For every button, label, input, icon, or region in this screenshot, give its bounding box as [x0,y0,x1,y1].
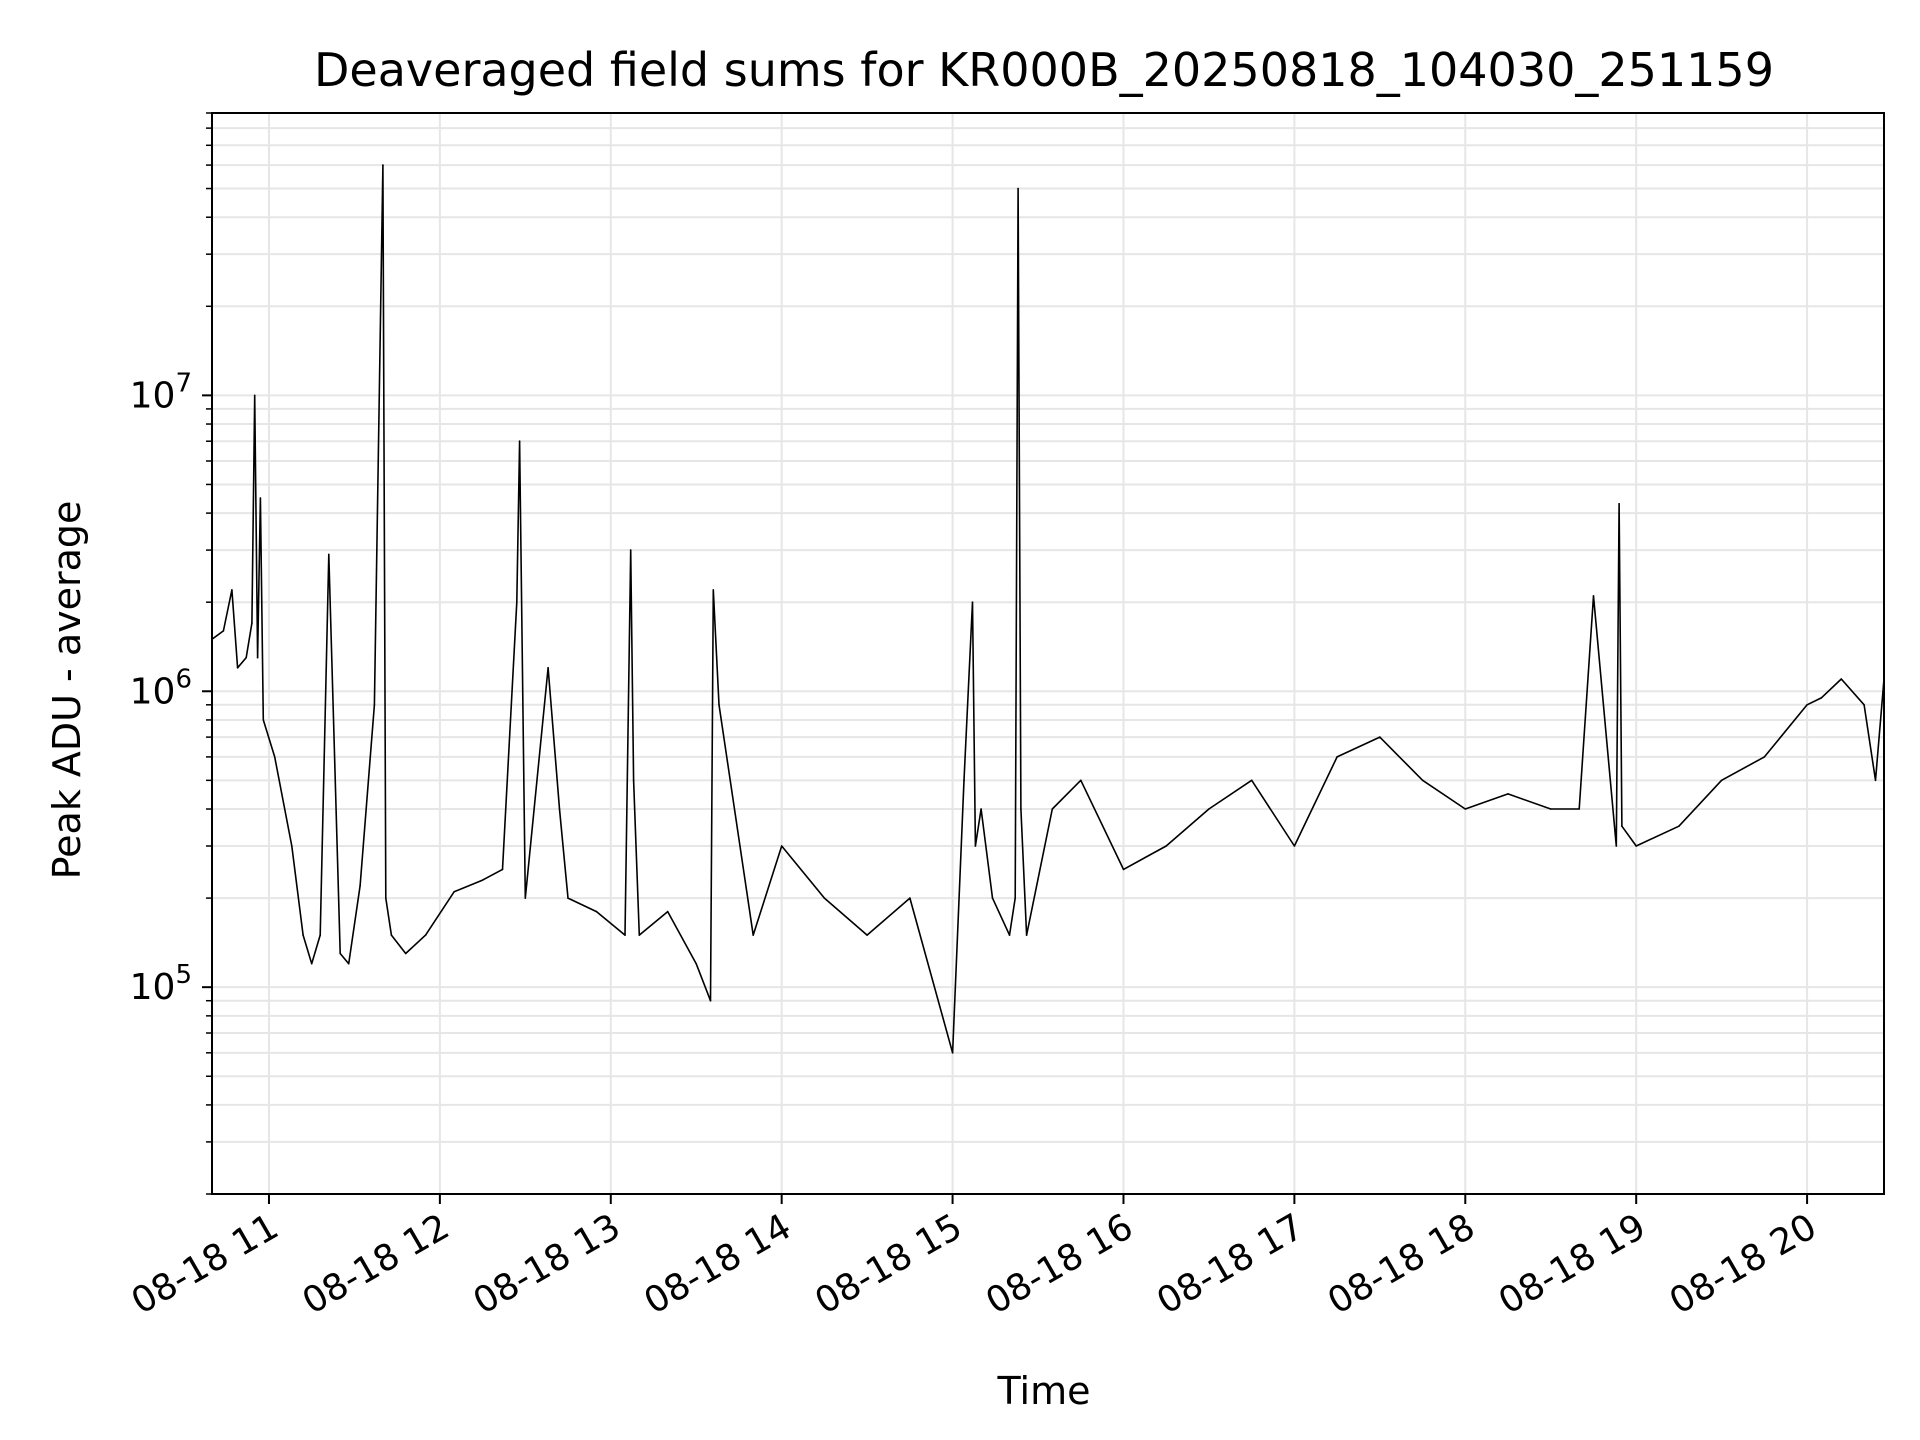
x-axis-label: Time [997,1369,1091,1413]
data-point [695,962,697,965]
data-point [236,667,239,669]
data-point [302,934,304,936]
data-point [359,885,361,887]
data-point [390,934,393,936]
data-point [231,589,233,591]
data-point [974,845,977,847]
data-point [319,934,322,936]
data-point [1549,808,1552,810]
series-layer [211,164,1885,1054]
data-point [1678,825,1680,827]
data-point [1720,779,1723,782]
data-point [347,962,350,965]
data-point [1421,779,1424,782]
data-point [1051,808,1054,810]
data-point [373,704,376,706]
data-point [1820,697,1823,699]
data-point [328,553,330,556]
data-point [1464,808,1467,810]
data-point [1507,793,1509,795]
data-point [1017,187,1019,190]
series-line-0 [211,164,1885,1054]
data-point [980,808,982,810]
major-gridlines [212,113,1884,1194]
data-point [1250,779,1253,782]
chart-title: Deaveraged field sums for KR000B_2025081… [314,43,1774,97]
data-point [424,934,427,936]
data-point [339,952,342,955]
y-tick-label: 105 [130,960,192,1008]
data-point [245,656,247,659]
data-point [253,394,256,397]
data-point [1020,808,1022,810]
data-point [1840,678,1843,680]
data-point [481,879,484,881]
data-point [1014,897,1016,899]
data-point [1615,845,1618,847]
data-point [251,622,253,624]
data-point [991,897,994,899]
data-point [382,164,384,166]
data-point [1379,736,1381,738]
data-point [752,934,754,936]
data-point [1618,503,1620,505]
data-point [951,1052,954,1054]
data-point [1592,595,1595,597]
data-point [256,656,259,659]
data-point [629,549,632,551]
data-point [1293,845,1296,847]
data-point [595,910,598,913]
plot-frame [211,112,1885,1195]
data-point [1208,808,1210,810]
data-point [518,440,521,443]
data-point [310,962,313,965]
y-tick-label: 107 [130,368,192,416]
data-point [963,779,965,782]
data-point [547,667,549,669]
data-point [1336,756,1338,758]
data-point [1863,704,1865,706]
data-point [1621,825,1623,827]
data-point [1122,868,1125,871]
data-point [1806,704,1808,706]
data-point [638,934,641,936]
data-point [1080,779,1082,782]
data-point [1578,808,1580,810]
data-point [780,845,783,847]
data-point [291,845,293,847]
data-point [259,497,262,499]
data-point [624,934,626,936]
minor-gridlines [212,112,1884,1195]
data-point [709,999,712,1002]
data-point [1763,756,1766,758]
data-point [718,704,720,706]
data-point [453,891,455,893]
data-point [632,779,635,782]
data-point [501,868,504,871]
data-point [385,897,387,899]
data-point [1635,845,1637,847]
data-point [404,952,407,955]
data-point [273,756,276,758]
data-point [516,601,518,603]
data-point [971,601,974,603]
data-point [524,897,527,899]
y-axis: 105 106 107 [130,112,212,1195]
y-axis-label: Peak ADU - average [45,501,89,880]
data-point [1874,779,1877,782]
data-point [866,934,868,936]
data-point [262,719,265,721]
data-point [1025,934,1028,936]
data-point [1008,934,1011,936]
data-point [567,897,569,899]
y-tick-label: 106 [130,664,192,712]
data-point [222,630,225,632]
data-point [909,897,911,899]
data-point [666,910,669,913]
data-point [558,808,561,810]
data-point [1165,845,1167,847]
data-point [823,897,826,899]
data-point [712,589,715,591]
